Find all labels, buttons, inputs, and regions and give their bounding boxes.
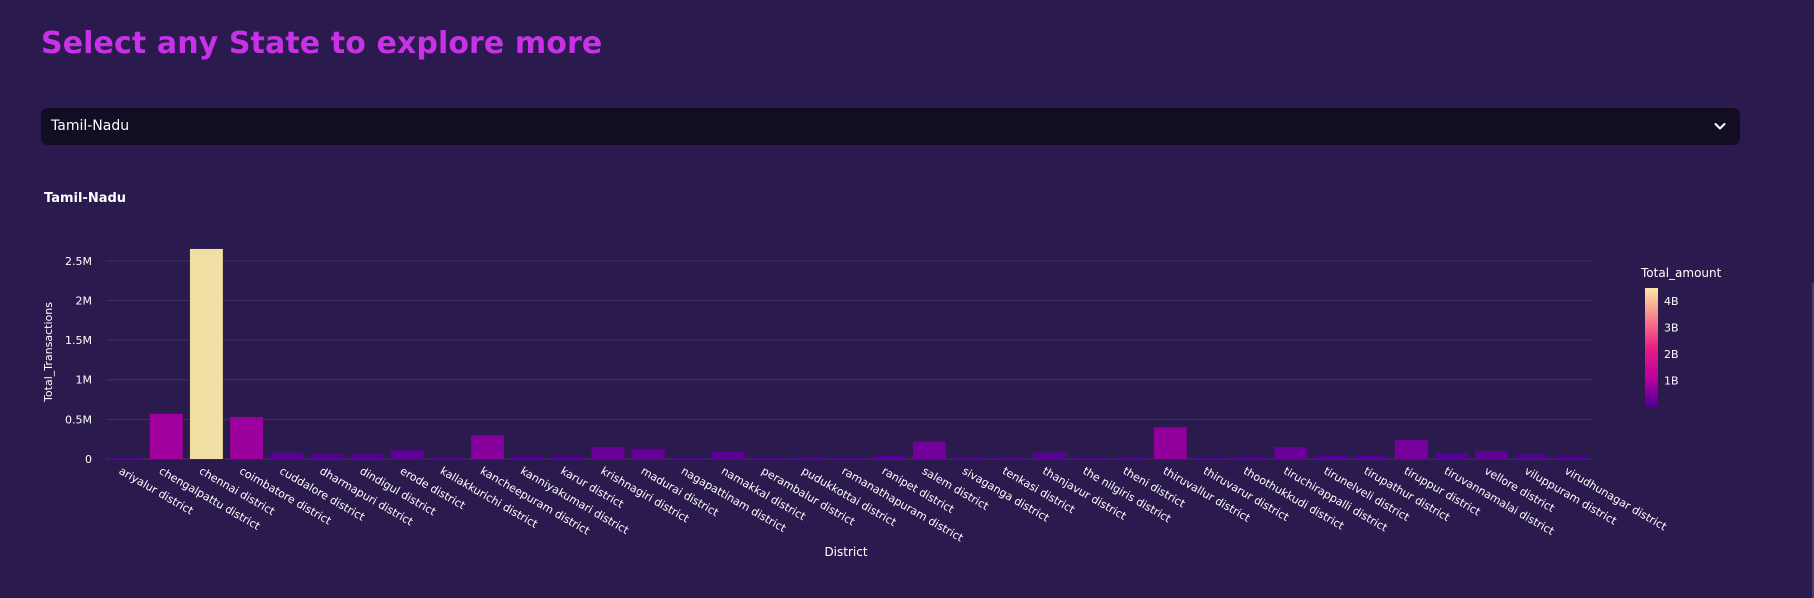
bar [390, 450, 424, 459]
bar [712, 451, 745, 459]
state-select-value: Tamil-Nadu [51, 118, 130, 134]
y-tick-label: 2.5M [65, 255, 92, 268]
colorbar-tick-label: 4B [1664, 295, 1679, 308]
bar [511, 456, 545, 459]
bar [1515, 454, 1549, 459]
x-axis-title: District [824, 545, 867, 559]
bar [1153, 427, 1187, 459]
bar [591, 447, 625, 459]
y-axis-title: Total_Transactions [42, 302, 55, 403]
bar [631, 448, 665, 459]
bar [149, 413, 183, 459]
bar [1073, 457, 1107, 459]
bar [430, 457, 464, 459]
bar [310, 454, 344, 459]
bar [1555, 456, 1589, 459]
bar [1314, 455, 1348, 459]
bar [189, 248, 223, 459]
bar [350, 454, 384, 459]
bar [912, 441, 946, 459]
bar [1193, 457, 1227, 459]
bar [230, 416, 264, 459]
colorbar-title: Total_amount [1640, 266, 1722, 280]
y-tick-label: 2M [76, 294, 93, 307]
bar [1475, 451, 1509, 459]
colorbar-tick-label: 3B [1664, 322, 1679, 335]
page-title: Select any State to explore more [41, 26, 603, 61]
bar [671, 457, 705, 459]
bar [1234, 456, 1268, 459]
bar [1434, 453, 1468, 459]
bar [872, 455, 906, 459]
chevron-down-icon[interactable] [1712, 118, 1728, 134]
bar [752, 458, 786, 459]
colorbar [1645, 288, 1658, 407]
bar [471, 435, 505, 459]
bar [953, 457, 986, 459]
bar [1033, 452, 1067, 459]
y-tick-label: 1.5M [65, 334, 92, 347]
bar [1354, 455, 1388, 459]
y-tick-label: 0.5M [65, 413, 92, 426]
bar [832, 457, 866, 459]
state-select[interactable]: Tamil-Nadu [41, 108, 1740, 145]
y-tick-label: 0 [85, 453, 92, 466]
bar [1394, 439, 1428, 459]
bar [1274, 447, 1308, 459]
scrollbar[interactable] [1812, 283, 1814, 598]
bar [1113, 457, 1147, 459]
chart-title: Tamil-Nadu [44, 191, 127, 206]
colorbar-tick-label: 1B [1664, 375, 1679, 388]
bar [270, 452, 304, 459]
bar [551, 456, 585, 459]
bar [109, 457, 143, 459]
bar [993, 457, 1027, 459]
bar [792, 457, 826, 459]
colorbar-tick-label: 2B [1664, 348, 1679, 361]
y-tick-label: 1M [76, 374, 93, 387]
